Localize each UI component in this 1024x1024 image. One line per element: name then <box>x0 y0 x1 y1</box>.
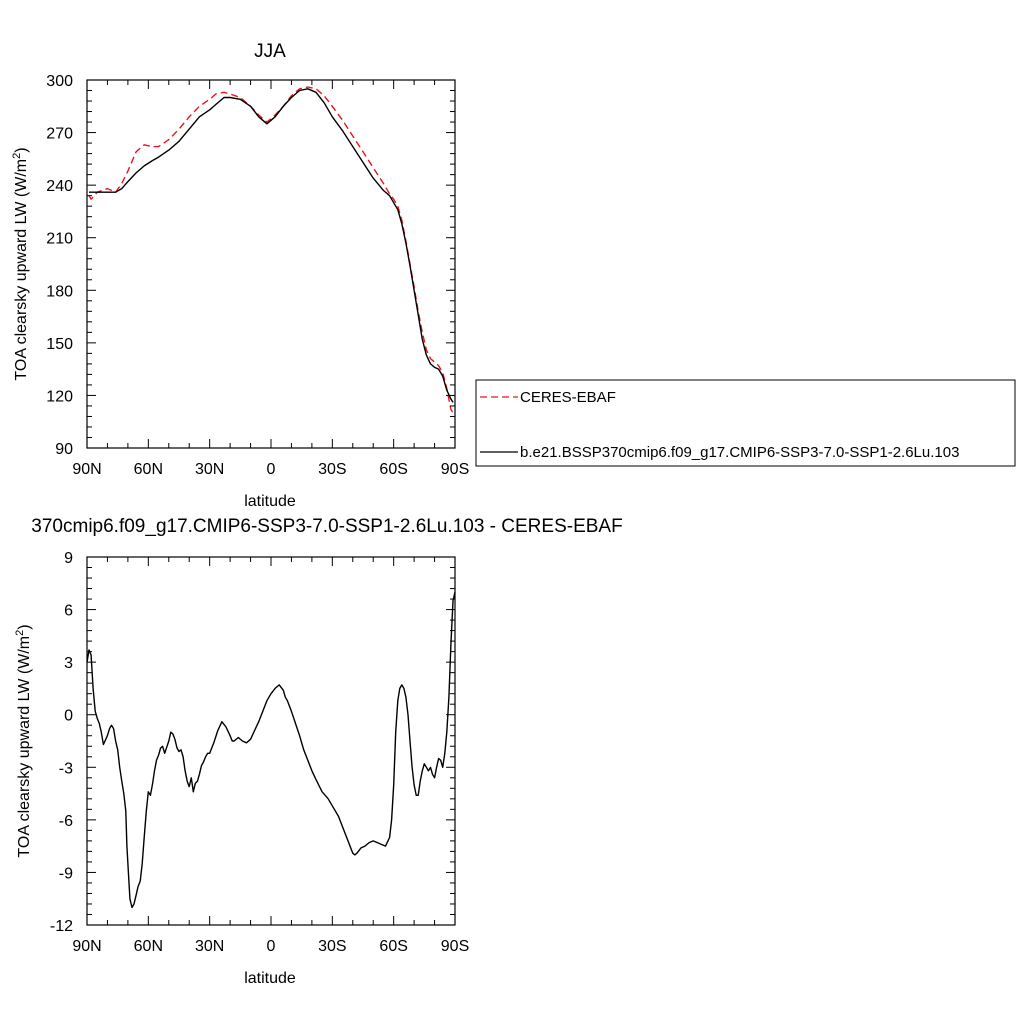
bottom-y-tick-label: 9 <box>64 550 73 567</box>
top-chart-frame <box>86 79 456 449</box>
legend-label-ceres-ebaf: CERES-EBAF <box>520 389 616 406</box>
bottom-chart-panel: 370cmip6.f09_g17.CMIP6-SSP3-7.0-SSP1-2.6… <box>14 516 623 987</box>
bottom-x-tick-label: 30S <box>318 938 346 955</box>
top-y-tick-label: 300 <box>46 73 73 90</box>
bottom-y-tick-label: -6 <box>59 813 73 830</box>
top-chart-x-axis-label: latitude <box>244 493 296 510</box>
top-y-tick-label: 180 <box>46 283 73 300</box>
top-x-tick-label: 90N <box>72 461 101 478</box>
bottom-x-tick-label: 60N <box>134 938 163 955</box>
top-y-tick-label: 240 <box>46 178 73 195</box>
bottom-y-tick-label: -9 <box>59 865 73 882</box>
top-x-tick-label: 60S <box>379 461 407 478</box>
bottom-y-tick-label: 0 <box>64 708 73 725</box>
top-y-tick-label: 210 <box>46 231 73 248</box>
bottom-series-line-0 <box>86 591 456 909</box>
bottom-chart-lines <box>86 591 456 909</box>
top-chart-legend: CERES-EBAF b.e21.BSSP370cmip6.f09_g17.CM… <box>475 379 1016 467</box>
top-chart-title: JJA <box>254 41 286 62</box>
top-series-line-1 <box>89 88 454 403</box>
bottom-chart-title: 370cmip6.f09_g17.CMIP6-SSP3-7.0-SSP1-2.6… <box>31 516 622 537</box>
bottom-x-tick-label: 60S <box>379 938 407 955</box>
top-x-tick-label: 60N <box>134 461 163 478</box>
bottom-chart-axes: 90N 60N 30N 0 30S 60S 90S -12 -9 -6 -3 0 3 6 9 <box>50 550 469 955</box>
bottom-x-tick-label: 90S <box>441 938 469 955</box>
top-x-tick-label: 30N <box>195 461 224 478</box>
top-y-tick-label: 270 <box>46 126 73 143</box>
top-y-tick-label: 120 <box>46 388 73 405</box>
bottom-x-tick-label: 30N <box>195 938 224 955</box>
top-chart-panel: JJA 90N 60N 30N 0 30S 60S 90S 90 120 150 180 210 240… <box>11 41 1016 510</box>
top-y-tick-label: 150 <box>46 336 73 353</box>
bottom-y-tick-label: 6 <box>64 603 73 620</box>
top-x-tick-label: 0 <box>267 461 276 478</box>
bottom-x-tick-label: 0 <box>267 938 276 955</box>
top-chart-axes: 90N 60N 30N 0 30S 60S 90S 90 120 150 180 210 240 270 3… <box>46 73 469 478</box>
top-y-tick-label: 90 <box>55 441 73 458</box>
bottom-chart-x-axis-label: latitude <box>244 970 296 987</box>
bottom-y-tick-label: -3 <box>59 760 73 777</box>
top-series-line-0 <box>88 86 454 414</box>
legend-label-model: b.e21.BSSP370cmip6.f09_g17.CMIP6-SSP3-7.… <box>520 444 959 461</box>
bottom-x-tick-label: 90N <box>72 938 101 955</box>
bottom-chart-y-axis-label: TOA clearsky upward LW (W/m2) <box>14 624 33 857</box>
bottom-y-tick-label: 3 <box>64 655 73 672</box>
bottom-y-tick-label: -12 <box>50 918 73 935</box>
legend-box <box>475 379 1016 467</box>
top-chart-y-axis-label: TOA clearsky upward LW (W/m2) <box>11 147 30 380</box>
top-x-tick-label: 90S <box>441 461 469 478</box>
top-chart-lines <box>88 86 454 414</box>
top-x-tick-label: 30S <box>318 461 346 478</box>
